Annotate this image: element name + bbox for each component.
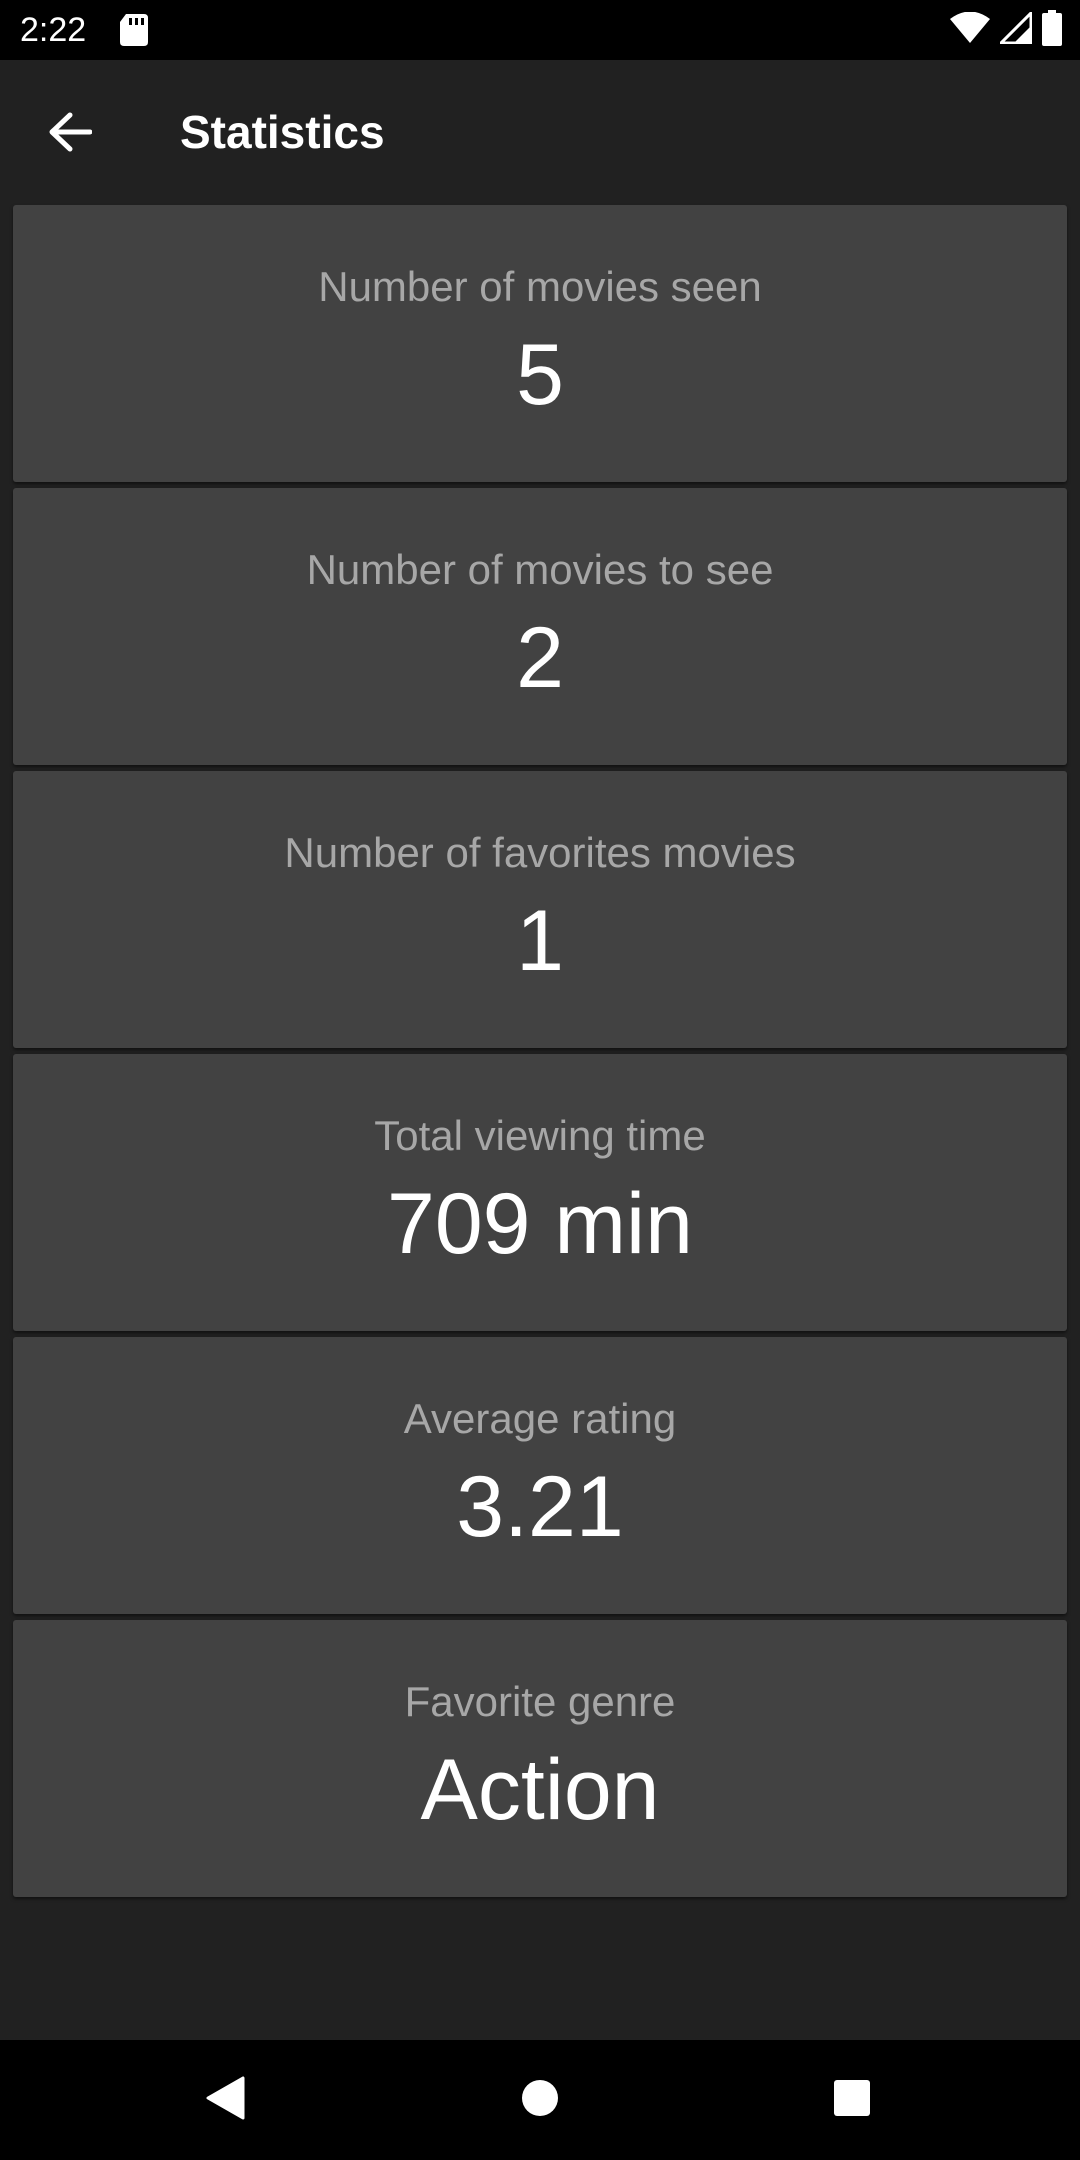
sd-card-icon — [120, 14, 148, 46]
stat-label: Average rating — [403, 1395, 677, 1442]
stat-card-favorite-genre: Favorite genre Action — [13, 1620, 1067, 1897]
nav-home-button[interactable] — [510, 2070, 570, 2130]
stat-value: Action — [420, 1742, 660, 1838]
stat-label: Number of favorites movies — [284, 829, 796, 876]
stat-value: 1 — [516, 893, 564, 989]
battery-icon — [1042, 9, 1062, 51]
back-button[interactable] — [28, 92, 112, 176]
nav-home-icon — [521, 2079, 559, 2122]
stats-list: Number of movies seen 5 Number of movies… — [13, 205, 1067, 1903]
stat-label: Number of movies to see — [306, 546, 774, 593]
status-time: 2:22 — [20, 11, 87, 49]
stat-label: Favorite genre — [404, 1678, 676, 1725]
stat-label: Total viewing time — [374, 1112, 706, 1159]
nav-recents-button[interactable] — [822, 2070, 882, 2130]
nav-back-icon — [205, 2076, 245, 2125]
status-icons — [950, 8, 1062, 51]
stat-card-average-rating: Average rating 3.21 — [13, 1337, 1067, 1614]
stat-card-favorite-movies: Number of favorites movies 1 — [13, 771, 1067, 1048]
system-nav-bar — [0, 2040, 1080, 2160]
stat-card-movies-to-see: Number of movies to see 2 — [13, 488, 1067, 765]
stat-card-movies-seen: Number of movies seen 5 — [13, 205, 1067, 482]
stat-value: 3.21 — [456, 1459, 624, 1555]
stat-value: 709 min — [387, 1176, 693, 1272]
stat-label: Number of movies seen — [318, 263, 762, 310]
stat-card-viewing-time: Total viewing time 709 min — [13, 1054, 1067, 1331]
status-bar: 2:22 — [0, 0, 1080, 60]
nav-recents-icon — [833, 2079, 871, 2122]
stat-value: 5 — [516, 327, 564, 423]
cellular-signal-icon — [997, 8, 1033, 49]
wifi-icon — [950, 11, 990, 49]
app-bar: Statistics — [0, 60, 1080, 204]
nav-back-button[interactable] — [195, 2070, 255, 2130]
page-title: Statistics — [180, 106, 385, 158]
arrow-back-icon — [48, 112, 93, 157]
stat-value: 2 — [516, 610, 564, 706]
